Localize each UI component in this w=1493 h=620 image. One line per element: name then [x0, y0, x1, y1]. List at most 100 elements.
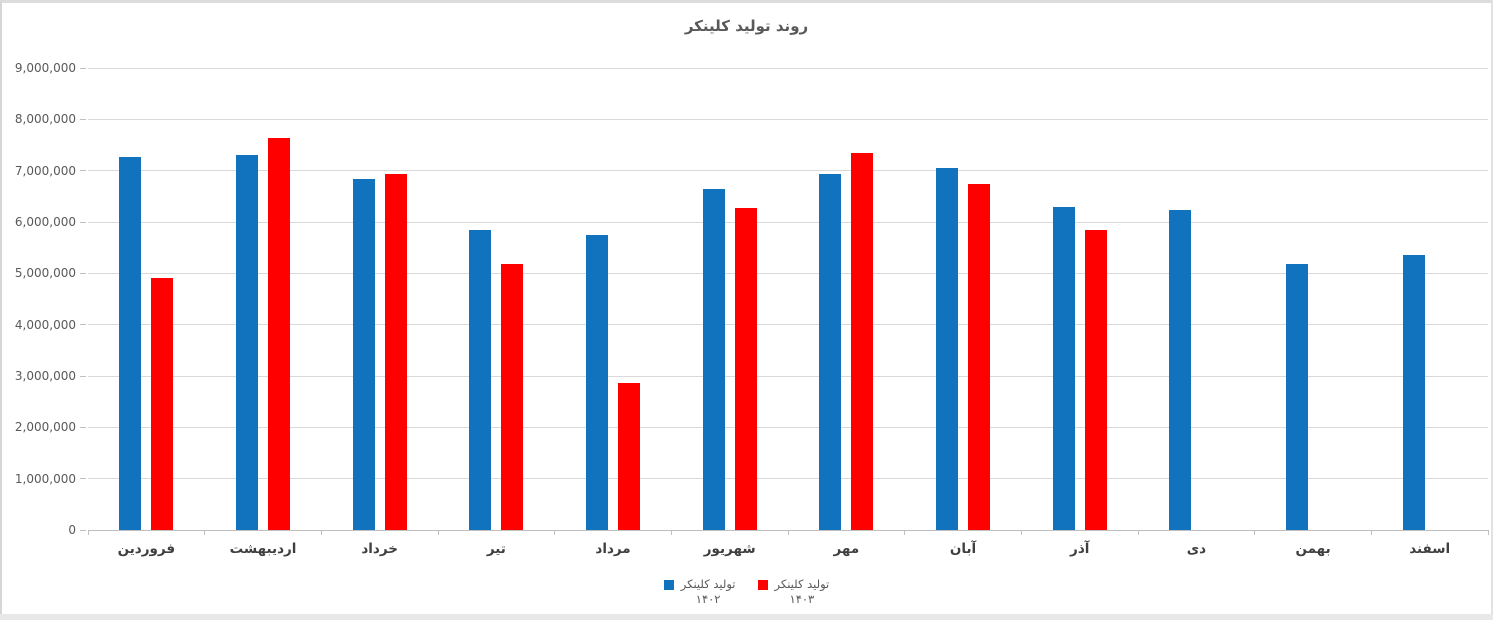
bar-۱۴۰۲-تیر [469, 230, 492, 530]
plot-area [88, 67, 1488, 531]
gridline [88, 324, 1488, 326]
bar-group [321, 68, 438, 530]
x-axis-boundary-tick [670, 530, 672, 535]
x-axis-label: شهریور [703, 541, 756, 557]
x-axis-label: اسفند [1409, 541, 1451, 557]
y-axis-tick [80, 529, 86, 531]
x-axis-boundary-tick [320, 530, 322, 535]
legend: تولید کلینکر ۱۴۰۲ تولید کلینکر ۱۴۰۳ [0, 578, 1493, 606]
y-axis-tick [80, 272, 86, 274]
legend-year-1402: ۱۴۰۲ [695, 592, 721, 606]
x-axis-boundary-tick [1137, 530, 1139, 535]
y-axis-label: 1,000,000 [14, 471, 76, 486]
y-axis-labels: 0 1,000,000 2,000,000 3,000,000 4,000,000 5,0… [0, 61, 86, 537]
x-axis-boundary-tick [1020, 530, 1022, 535]
x-axis-boundary-tick [1487, 530, 1489, 535]
gridline [88, 221, 1488, 223]
bar-۱۴۰۲-آبان [935, 167, 958, 530]
bar-۱۴۰۲-اردیبهشت [235, 154, 258, 530]
gridline [88, 478, 1488, 480]
bar-۱۴۰۲-خرداد [352, 179, 375, 530]
legend-label-1402: تولید کلینکر [680, 577, 736, 591]
x-axis-boundary-tick [204, 530, 206, 535]
y-axis-tick [80, 324, 86, 326]
bar-۱۴۰۳-فروردین [151, 278, 174, 530]
legend-label-1403: تولید کلینکر [774, 577, 830, 591]
y-axis-label: 7,000,000 [14, 163, 76, 178]
bar-group [671, 68, 788, 530]
legend-swatch-1402 [663, 580, 674, 590]
bar-group [1138, 68, 1255, 530]
bar-۱۴۰۳-آبان [967, 184, 990, 530]
bar-۱۴۰۳-مهر [851, 153, 874, 530]
legend-year-1403: ۱۴۰۳ [789, 592, 815, 606]
gridline [88, 118, 1488, 120]
x-axis-ticks [87, 530, 1489, 535]
bar-۱۴۰۳-خرداد [384, 173, 407, 530]
y-axis-label: 5,000,000 [14, 266, 76, 281]
chart-title: روند تولید کلینکر [684, 17, 809, 35]
gridline [88, 375, 1488, 377]
y-axis-label: 4,000,000 [14, 317, 76, 332]
y-axis-tick [80, 170, 86, 172]
x-axis-boundary-tick [787, 530, 789, 535]
bar-۱۴۰۳-اردیبهشت [267, 138, 290, 530]
x-axis-label: فروردین [117, 541, 176, 557]
x-axis-labels: فروردین اردیبهشت خرداد تیر مرداد شهریور مهر آبا… [88, 541, 1488, 557]
bar-۱۴۰۳-مرداد [617, 382, 640, 530]
y-axis-label: 6,000,000 [14, 215, 76, 230]
x-axis-label: خرداد [361, 541, 398, 557]
bar-group [438, 68, 555, 530]
bar-group [205, 68, 322, 530]
bar-۱۴۰۲-بهمن [1285, 263, 1308, 530]
gridline [88, 67, 1488, 69]
bar-۱۴۰۲-مرداد [585, 235, 608, 530]
x-axis-label: دی [1186, 541, 1207, 557]
bar-group [788, 68, 905, 530]
y-axis-label: 9,000,000 [14, 61, 76, 75]
legend-swatch-1403 [757, 580, 768, 590]
bar-۱۴۰۲-مهر [819, 173, 842, 530]
bar-۱۴۰۳-آذر [1084, 229, 1107, 530]
bottom-edge-strip [0, 614, 1493, 620]
y-axis-tick [80, 118, 86, 120]
bar-group [1255, 68, 1372, 530]
bar-۱۴۰۳-شهریور [734, 207, 757, 530]
x-axis-label: تیر [486, 541, 506, 557]
y-axis-tick [80, 67, 86, 69]
y-axis-tick [80, 375, 86, 377]
x-axis-boundary-tick [87, 530, 89, 535]
x-axis-boundary-tick [904, 530, 906, 535]
x-axis-label: مهر [833, 541, 860, 557]
x-axis-label: بهمن [1295, 541, 1331, 557]
bar-group [88, 68, 205, 530]
legend-entry-1402: تولید کلینکر ۱۴۰۲ [663, 577, 736, 606]
y-axis-label: 2,000,000 [14, 420, 76, 435]
y-axis-label: 3,000,000 [14, 369, 76, 384]
x-axis-boundary-tick [1254, 530, 1256, 535]
bar-۱۴۰۲-آذر [1052, 207, 1075, 530]
x-axis-label: آذر [1070, 541, 1090, 557]
x-axis-label: مرداد [595, 541, 631, 557]
bar-group [905, 68, 1022, 530]
legend-entry-1403: تولید کلینکر ۱۴۰۳ [757, 577, 830, 606]
x-axis-boundary-tick [437, 530, 439, 535]
x-axis-label: آبان [949, 541, 977, 557]
bar-group [555, 68, 672, 530]
y-axis-label: 8,000,000 [14, 112, 76, 127]
bar-۱۴۰۲-اسفند [1402, 255, 1425, 530]
y-axis-tick [80, 221, 86, 223]
y-axis-tick [80, 426, 86, 428]
bar-۱۴۰۳-تیر [501, 264, 524, 530]
bar-group [1021, 68, 1138, 530]
y-axis-label: 0 [68, 523, 76, 537]
gridline [88, 272, 1488, 274]
x-axis-label: اردیبهشت [229, 541, 297, 557]
gridline [88, 426, 1488, 428]
bar-۱۴۰۲-دی [1169, 210, 1192, 530]
bar-۱۴۰۲-فروردین [119, 156, 142, 530]
x-axis-boundary-tick [1370, 530, 1372, 535]
gridline [88, 170, 1488, 172]
y-axis-tick [80, 478, 86, 480]
x-axis-boundary-tick [554, 530, 556, 535]
